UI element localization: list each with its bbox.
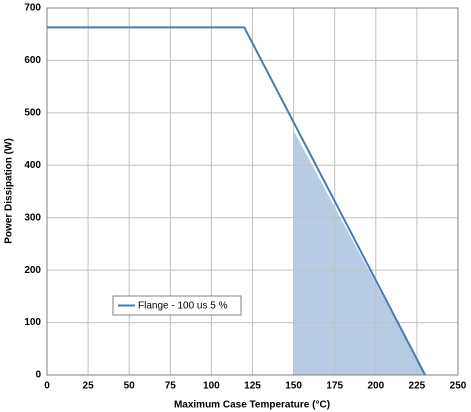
y-tick-label: 300 bbox=[24, 212, 41, 223]
y-tick-label: 500 bbox=[24, 107, 41, 118]
legend-box bbox=[112, 295, 242, 316]
y-tick-label: 100 bbox=[24, 317, 41, 328]
y-tick-label: 0 bbox=[35, 370, 41, 381]
x-tick-label: 125 bbox=[244, 381, 261, 392]
line bbox=[47, 26, 427, 376]
y-tick-label: 700 bbox=[24, 3, 41, 14]
x-tick-label: 0 bbox=[44, 381, 50, 392]
y-tick-label: 400 bbox=[24, 160, 41, 171]
x-tick-label: 75 bbox=[165, 381, 177, 392]
y-axis-title: Power Dissipation (W) bbox=[4, 138, 15, 244]
x-tick-label: 100 bbox=[203, 381, 220, 392]
x-tick-label: 175 bbox=[326, 381, 343, 392]
x-tick-label: 25 bbox=[83, 381, 95, 392]
x-axis-title: Maximum Case Temperature (°C) bbox=[174, 400, 330, 411]
plot-frame bbox=[46, 7, 459, 376]
x-tick-label: 200 bbox=[367, 381, 384, 392]
x-tick-label: 250 bbox=[450, 381, 467, 392]
legend-label: Flange - 100 us 5 % bbox=[138, 301, 228, 312]
x-tick-label: 50 bbox=[124, 381, 136, 392]
y-tick-label: 600 bbox=[24, 55, 41, 66]
y-tick-label: 200 bbox=[24, 265, 41, 276]
x-tick-label: 225 bbox=[409, 381, 426, 392]
x-tick-label: 150 bbox=[285, 381, 302, 392]
